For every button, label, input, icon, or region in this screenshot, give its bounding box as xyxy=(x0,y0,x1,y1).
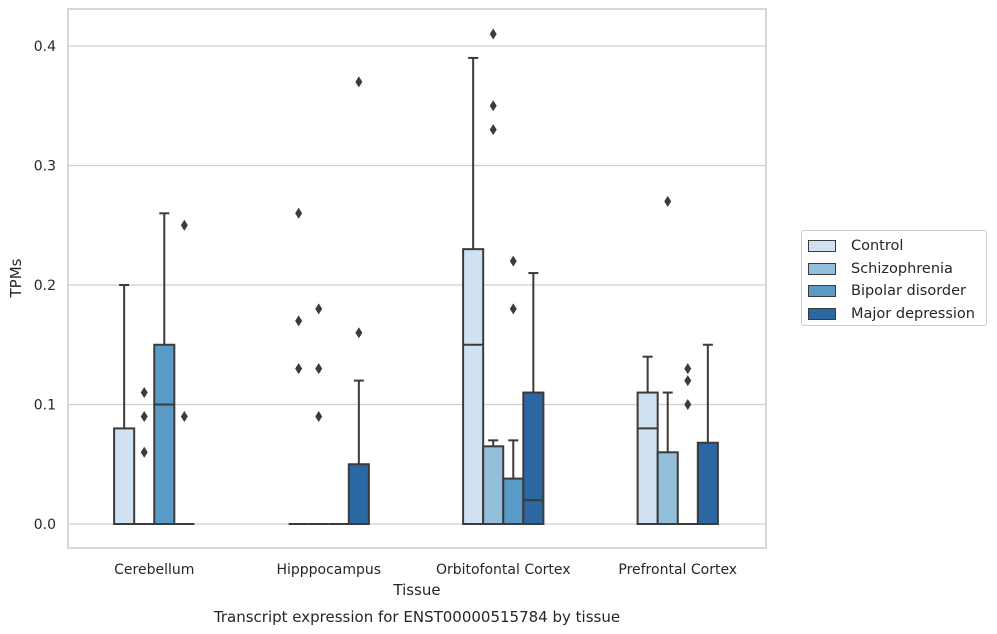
box-bipolar-disorder xyxy=(502,255,525,525)
outlier-point xyxy=(684,399,692,410)
y-tick-label: 0.3 xyxy=(34,159,56,175)
box-schizophrenia xyxy=(308,303,329,525)
x-tick-labels: Cerebellum Hipppocampus Orbitofontal Corte… xyxy=(114,562,737,578)
outlier-point xyxy=(509,303,517,315)
outlier-point xyxy=(180,410,188,422)
y-tick-label: 0.4 xyxy=(34,39,56,55)
x-tick-label: Prefrontal Cortex xyxy=(618,562,737,578)
outlier-point xyxy=(140,387,148,399)
x-tick-label: Hipppocampus xyxy=(276,562,381,578)
legend-swatch xyxy=(808,307,836,320)
x-tick-label: Cerebellum xyxy=(114,562,194,578)
legend-swatch xyxy=(808,262,836,275)
outlier-point xyxy=(180,219,188,231)
box-major-depression xyxy=(174,219,195,525)
legend-label: Control xyxy=(851,238,904,255)
box-schizophrenia xyxy=(482,28,505,526)
legend-label: Major depression xyxy=(851,305,975,322)
x-axis-label: Tissue xyxy=(392,581,440,599)
box-bipolar-disorder xyxy=(677,363,698,525)
box-body xyxy=(462,248,485,525)
chart-title: Transcript expression for ENST0000051578… xyxy=(213,608,620,626)
outlier-point xyxy=(295,363,303,375)
outlier-point xyxy=(684,375,692,387)
outlier-point xyxy=(509,255,517,267)
outlier-point xyxy=(295,315,303,327)
legend-swatch xyxy=(808,285,836,298)
legend-item: Control xyxy=(808,235,986,258)
legend-label: Bipolar disorder xyxy=(851,283,966,300)
box-major-depression xyxy=(696,343,719,525)
box-body xyxy=(636,391,659,525)
boxes xyxy=(113,28,719,526)
box-schizophrenia xyxy=(134,387,155,525)
y-axis-label: TPMs xyxy=(7,258,25,298)
outlier-point xyxy=(315,410,323,422)
legend-item: Major depression xyxy=(808,303,986,326)
box-control xyxy=(288,207,309,525)
box-control xyxy=(462,56,485,525)
outlier-point xyxy=(355,76,363,88)
box-body xyxy=(502,477,525,525)
box-body xyxy=(522,391,545,525)
outlier-point xyxy=(140,446,148,458)
box-body xyxy=(696,441,719,525)
outlier-point xyxy=(140,410,148,422)
box-schizophrenia xyxy=(656,195,679,525)
outlier-point xyxy=(489,28,497,40)
box-major-depression xyxy=(347,76,370,525)
outlier-point xyxy=(489,100,497,112)
y-tick-label: 0.2 xyxy=(34,278,56,294)
outlier-point xyxy=(355,327,363,339)
legend-item: Bipolar disorder xyxy=(808,280,986,303)
y-tick-labels: 0.0 0.1 0.2 0.3 0.4 xyxy=(34,39,56,533)
box-bipolar-disorder xyxy=(153,212,176,525)
outlier-point xyxy=(664,195,672,207)
box-body xyxy=(656,451,679,525)
legend-label: Schizophrenia xyxy=(851,260,953,277)
y-tick-label: 0.0 xyxy=(34,517,56,533)
legend: Control Schizophrenia Bipolar disorder Majo… xyxy=(801,230,987,326)
outlier-point xyxy=(295,207,303,219)
box-body xyxy=(153,343,176,525)
legend-item: Schizophrenia xyxy=(808,258,986,281)
box-control xyxy=(113,284,136,525)
box-body xyxy=(113,427,136,525)
outlier-point xyxy=(489,124,497,136)
outlier-point xyxy=(315,303,323,315)
box-major-depression xyxy=(522,272,545,525)
y-tick-label: 0.1 xyxy=(34,398,56,414)
x-tick-label: Orbitofontal Cortex xyxy=(436,562,571,578)
outlier-point xyxy=(315,363,323,375)
box-body xyxy=(347,463,370,525)
box-body xyxy=(482,445,505,526)
outlier-point xyxy=(684,363,692,375)
box-control xyxy=(636,355,659,525)
plot-area-frame xyxy=(67,8,767,549)
legend-swatch xyxy=(808,240,836,253)
